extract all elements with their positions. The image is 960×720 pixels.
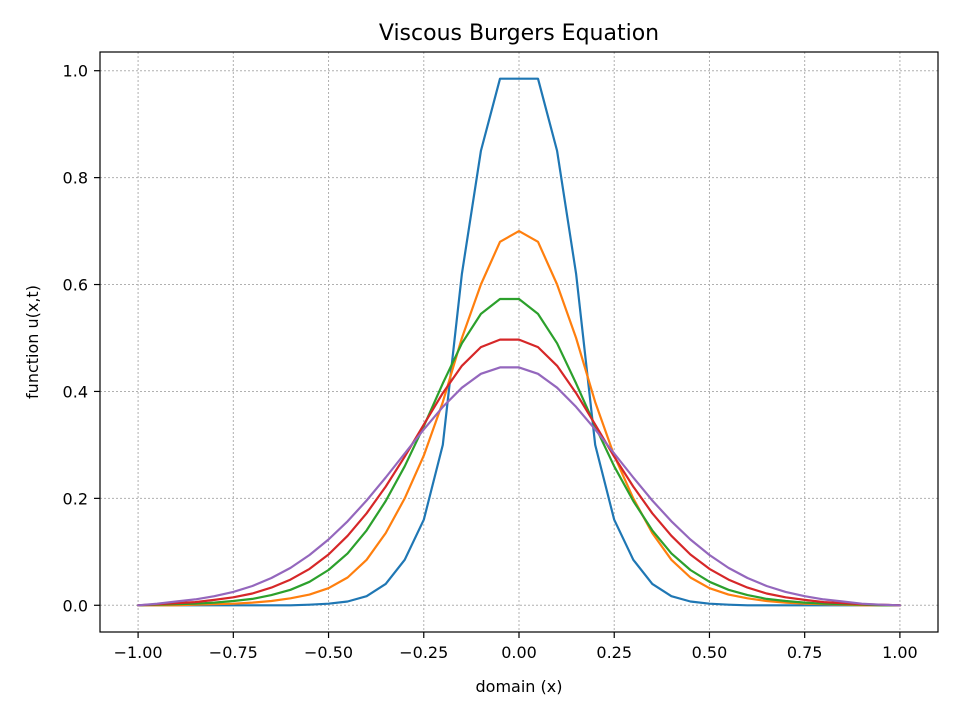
x-tick-label: −0.50 (304, 643, 353, 662)
x-tick-label: 0.50 (692, 643, 728, 662)
series-line-2 (137, 230, 902, 607)
y-tick-label: 1.0 (63, 62, 88, 81)
y-tick-label: 0.8 (63, 169, 88, 188)
x-tick-label: 0.00 (501, 643, 537, 662)
series-line-1 (137, 77, 902, 607)
x-axis-label: domain (x) (476, 677, 563, 696)
x-tick-label: −0.25 (399, 643, 448, 662)
series-lines (137, 77, 902, 607)
x-tick-label: 1.00 (882, 643, 918, 662)
series-line-4 (137, 338, 902, 607)
y-axis-label: function u(x,t) (23, 285, 42, 399)
y-tick-label: 0.2 (63, 489, 88, 508)
x-tick-label: −0.75 (209, 643, 258, 662)
series-line-3 (137, 297, 902, 607)
x-tick-label: 0.25 (596, 643, 632, 662)
x-tick-label: 0.75 (787, 643, 823, 662)
y-tick-label: 0.6 (63, 276, 88, 295)
axis-ticks: −1.00 −0.75 −0.50 −0.25 0.00 0.25 0.50 0.75 1.00… (63, 62, 918, 662)
grid-lines (100, 52, 938, 632)
y-tick-label: 0.0 (63, 596, 88, 615)
chart-title: Viscous Burgers Equation (379, 21, 659, 46)
series-line-5 (137, 366, 902, 607)
y-tick-label: 0.4 (63, 382, 88, 401)
x-tick-label: −1.00 (114, 643, 163, 662)
